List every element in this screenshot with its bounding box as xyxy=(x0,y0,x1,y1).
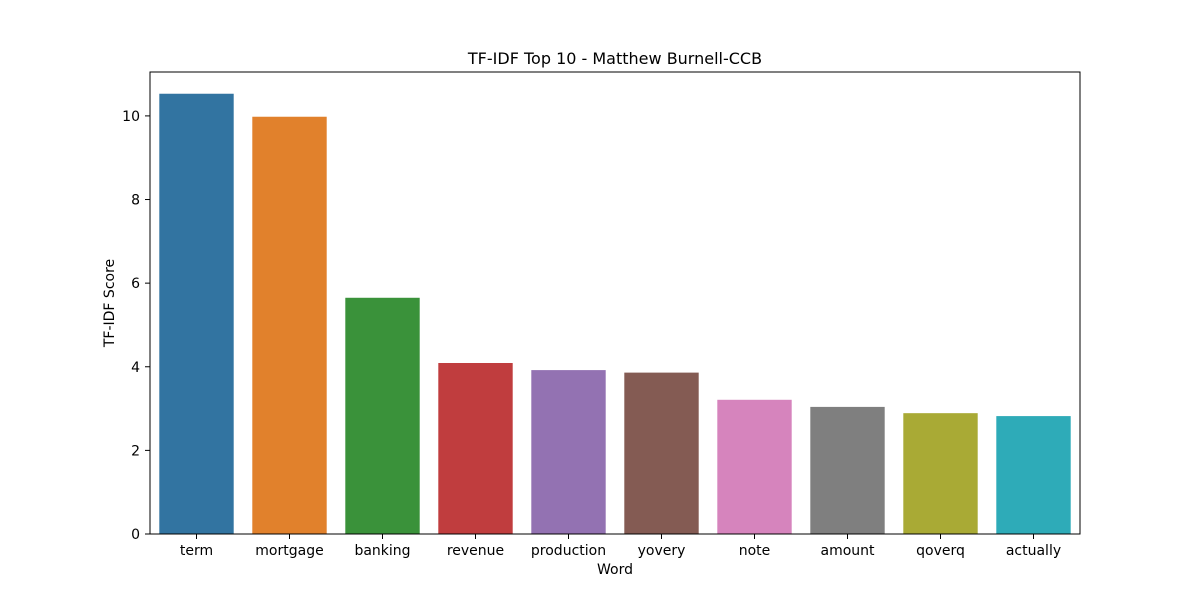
bar-note xyxy=(717,399,792,534)
x-tick-label: yovery xyxy=(638,543,686,559)
chart-title: TF-IDF Top 10 - Matthew Burnell-CCB xyxy=(467,49,762,68)
x-tick-label: actually xyxy=(1006,543,1061,559)
x-tick-label: note xyxy=(739,543,771,559)
bar-revenue xyxy=(438,362,513,534)
x-tick-label: qoverq xyxy=(916,543,965,559)
bar-production xyxy=(531,370,606,534)
y-axis: 0 2 4 6 8 10 xyxy=(122,109,150,543)
x-axis: term mortgage banking revenue production yove… xyxy=(180,534,1061,559)
x-axis-title: Word xyxy=(597,562,633,578)
x-tick-label: banking xyxy=(354,543,410,559)
bar-mortgage xyxy=(252,116,327,535)
y-tick-label: 8 xyxy=(131,193,140,209)
y-tick-label: 10 xyxy=(122,109,140,125)
y-tick-label: 4 xyxy=(131,360,140,376)
x-tick-label: amount xyxy=(820,543,875,559)
bar-term xyxy=(159,93,234,534)
bar-actually xyxy=(996,416,1071,534)
bar-banking xyxy=(345,297,420,534)
bar-qoverq xyxy=(903,413,978,534)
x-tick-label: revenue xyxy=(447,543,504,559)
x-tick-label: term xyxy=(180,543,213,559)
bar-yovery xyxy=(624,372,699,534)
bar-amount xyxy=(810,406,885,534)
y-tick-label: 6 xyxy=(131,276,140,292)
bars-group xyxy=(159,93,1071,535)
y-tick-label: 0 xyxy=(131,527,140,543)
x-tick-label: mortgage xyxy=(255,543,323,559)
plot-frame xyxy=(149,71,1081,535)
x-tick-label: production xyxy=(531,543,606,559)
y-tick-label: 2 xyxy=(131,443,140,459)
y-axis-title: TF-IDF Score xyxy=(102,259,118,348)
